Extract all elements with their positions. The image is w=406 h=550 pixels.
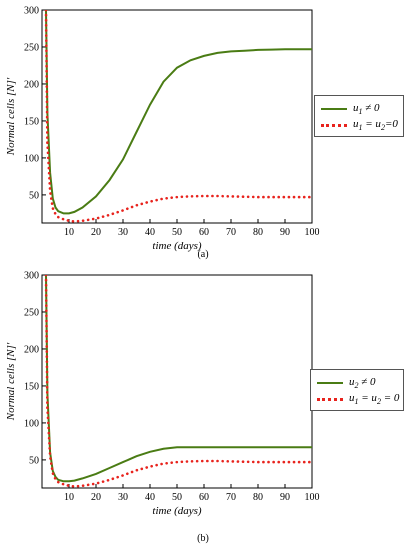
x-tick-label: 50 [172,227,182,238]
x-tick-label: 90 [280,492,290,503]
x-tick-label: 30 [118,227,128,238]
y-tick-label: 300 [24,6,39,17]
legend-label: u2 ≠ 0 [349,376,376,391]
x-tick-label: 70 [226,492,236,503]
x-tick-label: 100 [305,227,320,238]
y-tick-label: 150 [24,116,39,127]
x-tick-label: 100 [305,492,320,503]
x-tick-label: 10 [64,492,74,503]
y-tick-label: 200 [24,344,39,355]
x-tick-label: 60 [199,492,209,503]
x-tick-label: 10 [64,227,74,238]
legend-swatch-solid [321,108,347,110]
y-tick-label: 300 [24,271,39,282]
x-tick-label: 40 [145,492,155,503]
legend-label: u1 = u2=0 [353,118,398,133]
legend-swatch-dotted [321,124,347,127]
line-chart-b: 10 20 30 40 50 60 70 80 90 100 50 100 150 200 250 300 ti… [5,271,320,518]
legend-swatch-dotted [317,398,343,401]
y-tick-label: 150 [24,381,39,392]
legend-b: u2 ≠ 0 u1 = u2 = 0 [310,369,404,411]
series-line-solid [45,10,312,215]
line-chart-a: 10 20 30 40 50 60 70 80 90 100 50 100 150 200 250 300 ti… [5,6,320,253]
chart-panel-b: 10 20 30 40 50 60 70 80 90 100 50 100 150 200 250 300 ti… [0,265,406,550]
y-tick-label: 250 [24,42,39,53]
x-tick-label: 80 [253,492,263,503]
y-tick-label: 100 [24,153,39,164]
x-axis-label: time (days) [152,505,202,517]
y-tick-label: 200 [24,79,39,90]
legend-label: u1 = u2 = 0 [349,392,400,407]
x-tick-label: 70 [226,227,236,238]
x-tick-label: 20 [91,227,101,238]
y-tick-label: 100 [24,418,39,429]
x-axis-label: time (days) [152,240,202,252]
x-tick-label: 40 [145,227,155,238]
y-axis-label: Normal cells [N]' [5,77,17,156]
y-tick-label: 50 [29,455,39,466]
x-tick-label: 90 [280,227,290,238]
x-tick-label: 80 [253,227,263,238]
series-line-solid [45,275,312,483]
caption-a: (a) [197,249,209,260]
legend-swatch-solid [317,382,343,384]
x-tick-label: 30 [118,492,128,503]
series-line-dotted [44,275,312,488]
legend-label: u1 ≠ 0 [353,102,380,117]
y-tick-label: 250 [24,307,39,318]
plot-frame-1 [41,274,313,489]
x-tick-label: 50 [172,492,182,503]
y-axis-label: Normal cells [N]' [5,342,17,421]
caption-b: (b) [197,533,209,544]
chart-panel-a: 10 20 30 40 50 60 70 80 90 100 50 100 150 200 250 300 ti… [0,0,406,262]
x-tick-label: 60 [199,227,209,238]
legend-a: u1 ≠ 0 u1 = u2=0 [314,95,404,137]
x-tick-label: 20 [91,492,101,503]
series-line-dotted [44,10,312,223]
y-tick-label: 50 [29,190,39,201]
plot-frame-0 [41,9,313,224]
